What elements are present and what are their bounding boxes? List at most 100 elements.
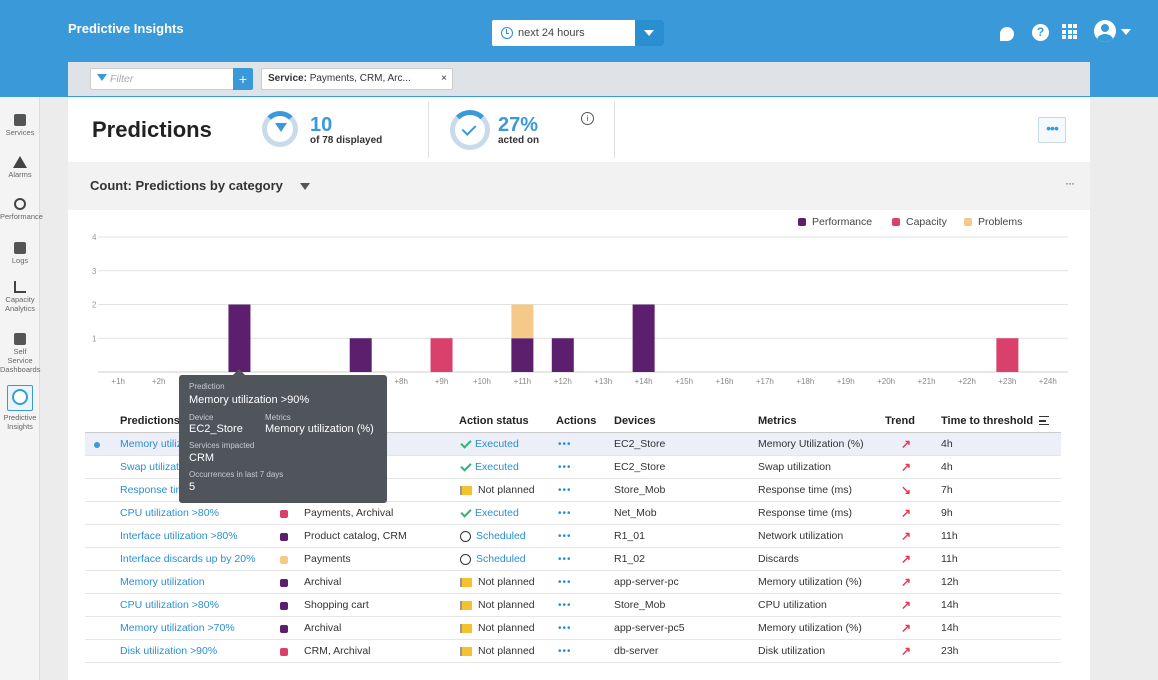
bar-performance-+4h[interactable] [228,304,251,373]
action-status[interactable]: Not planned [460,571,535,594]
prediction-link[interactable]: CPU utilization >80% [120,507,219,519]
bar-performance-+12h[interactable] [551,338,574,372]
prediction-link[interactable]: Memory utiliz [120,438,182,450]
prediction-link[interactable]: Interface discards up by 20% [120,553,256,565]
sort-icon[interactable] [1039,416,1049,425]
bar-performance-+14h[interactable] [632,304,655,373]
action-status[interactable]: Executed [460,433,519,456]
sidebar-item-logs[interactable]: Logs [0,242,40,265]
table-row[interactable]: Interface discards up by 20% Payments Sche… [85,548,1061,571]
action-status-label: Executed [475,461,519,473]
table-row[interactable]: Disk utilization >90% CRM, Archival Not pl… [85,640,1061,663]
actions-menu-button[interactable]: ••• [558,531,572,542]
legend-swatch [892,218,900,227]
col-header-trend[interactable]: Trend [885,415,915,427]
prediction-link[interactable]: Response tim [120,484,185,496]
sidebar-item-services[interactable]: Services [0,114,40,137]
sidebar-item-dashboards[interactable]: Self Service Dashboards [0,333,40,374]
action-status[interactable]: Not planned [460,640,535,663]
bar-problems-+11h[interactable] [511,304,534,339]
chip-close-icon[interactable]: × [441,73,447,84]
x-tick-label: +8h [394,377,408,386]
sidebar-item-label: Capacity Analytics [4,295,35,313]
category-swatch [280,510,288,518]
prediction-link[interactable]: Interface utilization >80% [120,530,238,542]
chat-icon[interactable] [1000,27,1014,41]
prediction-link[interactable]: CPU utilization >80% [120,599,219,611]
user-menu-caret-icon[interactable] [1121,29,1131,35]
prediction-link[interactable]: Memory utilization [120,576,205,588]
bar-capacity-+9h[interactable] [430,338,453,372]
legend-capacity[interactable]: Capacity [892,216,947,228]
actions-menu-button[interactable]: ••• [558,577,572,588]
table-row[interactable]: CPU utilization >80% Shopping cart Not pla… [85,594,1061,617]
actions-menu-button[interactable]: ••• [558,508,572,519]
legend-problems[interactable]: Problems [964,216,1022,228]
app-title[interactable]: Predictive Insights [68,21,184,36]
add-filter-button[interactable]: + [233,68,253,90]
table-row[interactable]: Interface utilization >80% Product catalo… [85,525,1061,548]
help-icon[interactable]: ? [1032,24,1049,41]
actions-menu-button[interactable]: ••• [558,439,572,450]
chart-title[interactable]: Count: Predictions by category [90,178,283,193]
col-header-predictions[interactable]: Predictions [120,415,180,427]
legend-performance[interactable]: Performance [798,216,872,228]
action-status[interactable]: Not planned [460,479,535,502]
action-status[interactable]: Scheduled [460,548,526,571]
actions-menu-button[interactable]: ••• [558,554,572,565]
col-header-time-to-threshold[interactable]: Time to threshold [941,415,1034,427]
metric-cell: Response time (ms) [758,507,852,519]
check-icon [461,121,477,136]
metric-cell: CPU utilization [758,599,827,611]
actions-menu-button[interactable]: ••• [558,623,572,634]
action-status[interactable]: Not planned [460,594,535,617]
chevron-down-icon[interactable] [300,183,310,190]
table-row[interactable]: Memory utilization >70% Archival Not plann… [85,617,1061,640]
actions-menu-button[interactable]: ••• [558,646,572,657]
sidebar-item-label: Self Service Dashboards [0,347,41,374]
sidebar-item-performance[interactable]: Performance [0,198,43,221]
more-options-button[interactable]: ••• [1038,117,1066,143]
action-status[interactable]: Executed [460,502,519,525]
sidebar-item-alarms[interactable]: Alarms [0,156,40,179]
prediction-link[interactable]: Disk utilization >90% [120,645,218,657]
sidebar-item-capacity-analytics[interactable]: Capacity Analytics [0,281,40,313]
bar-performance-+11h[interactable] [511,338,534,372]
x-tick-label: +19h [837,377,855,386]
action-status[interactable]: Scheduled [460,525,526,548]
col-header-actions: Actions [556,415,597,427]
col-header-action-status[interactable]: Action status [459,415,529,427]
chevron-down-icon[interactable] [635,20,664,46]
device-cell: app-server-pc [614,576,679,588]
prediction-link[interactable]: Swap utilizati [120,461,182,473]
x-tick-label: +17h [756,377,774,386]
alarm-icon [13,156,27,168]
flag-icon [460,600,472,610]
chart-more-button[interactable]: ··· [1065,176,1075,190]
y-tick-label: 1 [92,334,97,343]
table-row[interactable]: Swap utilizati Executed ••• EC2_Store Swap u… [85,456,1061,479]
actions-menu-button[interactable]: ••• [558,462,572,473]
app-grid-icon[interactable] [1062,24,1077,39]
action-status[interactable]: Executed [460,456,519,479]
col-header-devices[interactable]: Devices [614,415,656,427]
col-header-metrics[interactable]: Metrics [758,415,797,427]
service-filter-chip[interactable]: Service: Payments, CRM, Arc... × [261,68,453,90]
filter-input[interactable]: Filter [90,68,235,90]
tooltip-services-label: Services impacted [189,441,255,450]
sidebar-item-predictive-insights[interactable]: Predictive Insights [0,389,40,431]
prediction-link[interactable]: Memory utilization >70% [120,622,235,634]
table-row[interactable]: Memory utilization Archival Not planned •••… [85,571,1061,594]
trend-arrow-icon: ↗ [901,552,912,566]
user-avatar-icon[interactable] [1094,20,1116,42]
metric-cell: Swap utilization [758,461,831,473]
info-icon[interactable]: i [581,112,594,125]
bar-performance-+7h[interactable] [349,338,372,372]
time-range-select[interactable]: next 24 hours [492,20,664,46]
action-status[interactable]: Not planned [460,617,535,640]
table-row[interactable]: Response tim Not planned ••• Store_Mob Respo… [85,479,1061,502]
actions-menu-button[interactable]: ••• [558,485,572,496]
table-row[interactable]: CPU utilization >80% Payments, Archival Ex… [85,502,1061,525]
bar-capacity-+23h[interactable] [996,338,1019,372]
actions-menu-button[interactable]: ••• [558,600,572,611]
